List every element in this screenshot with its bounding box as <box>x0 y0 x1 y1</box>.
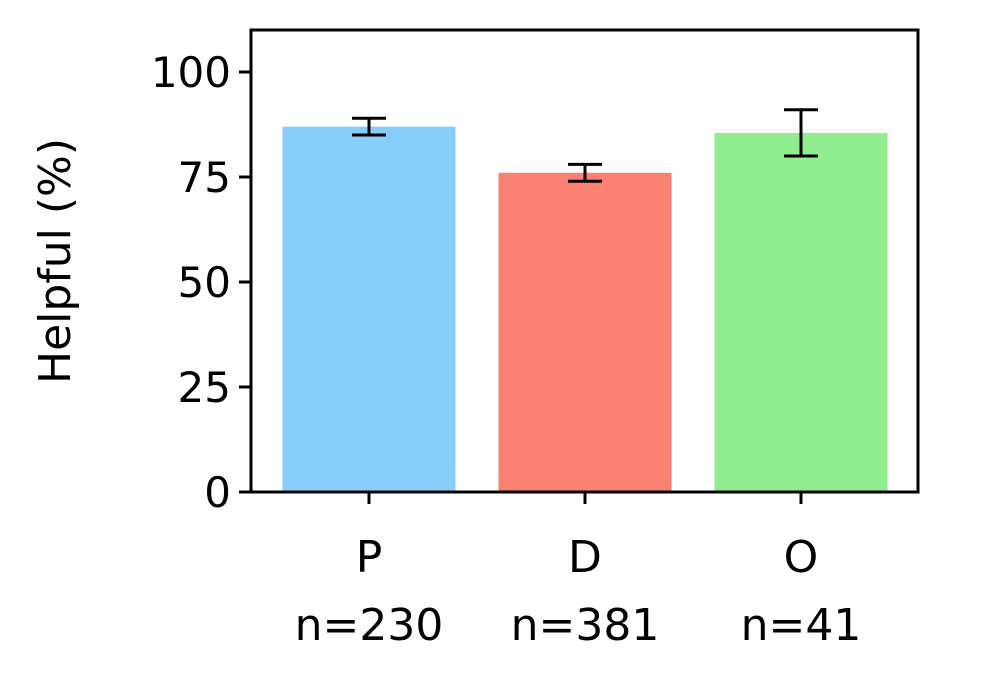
bar-p <box>282 126 456 492</box>
sample-size-label-p: n=230 <box>295 600 444 651</box>
x-axis: Pn=230 Dn=381 On=41 <box>295 492 862 651</box>
x-tick-label-d: D <box>568 532 602 583</box>
bar-o <box>714 132 888 492</box>
y-axis: 0 25 50 75 100 <box>151 48 251 517</box>
sample-size-label-d: n=381 <box>511 600 660 651</box>
y-tick-label-75: 75 <box>178 153 231 202</box>
sample-size-label-o: n=41 <box>741 600 862 651</box>
x-tick-label-p: P <box>356 532 383 583</box>
y-tick-label-25: 25 <box>178 363 231 412</box>
y-tick-label-100: 100 <box>151 48 231 97</box>
y-tick-label-50: 50 <box>178 258 231 307</box>
bar-d <box>498 172 672 493</box>
error-bars-layer <box>352 108 818 183</box>
bars-layer <box>282 126 888 493</box>
y-axis-label: Helpful (%) <box>30 138 81 384</box>
x-tick-label-o: O <box>784 532 819 583</box>
y-tick-label-0: 0 <box>204 468 231 517</box>
